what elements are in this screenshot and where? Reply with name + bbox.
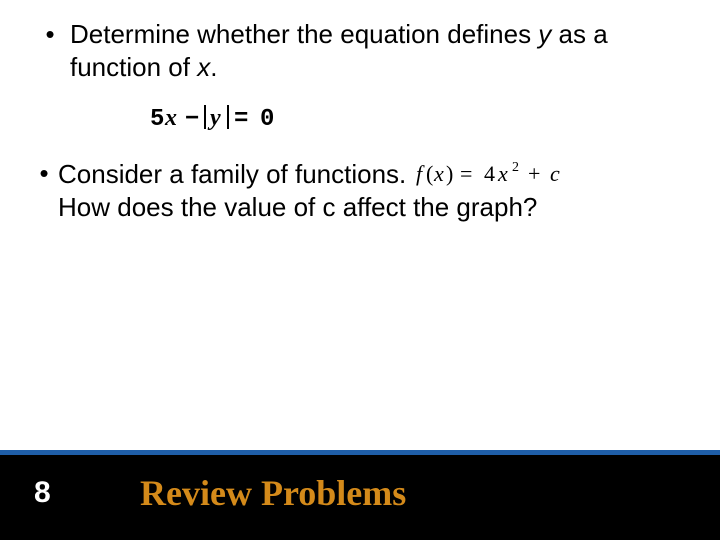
- equation-2-svg: f ( x ) = 4 x 2 + c: [416, 157, 606, 191]
- svg-text:4: 4: [484, 161, 495, 186]
- bullet-1: • Determine whether the equation defines…: [30, 18, 690, 83]
- svg-text:=: =: [234, 106, 248, 133]
- svg-text:c: c: [550, 161, 560, 186]
- bullet-1-mark: •: [30, 18, 70, 83]
- bullet-1-text: Determine whether the equation defines y…: [70, 18, 690, 83]
- page-number: 8: [34, 476, 51, 510]
- bullet-2-body: Consider a family of functions. f ( x ) …: [58, 157, 606, 224]
- bullet-2-line1-text: Consider a family of functions.: [58, 158, 406, 191]
- footer-title: Review Problems: [140, 472, 406, 514]
- bullet-1-post: .: [210, 52, 217, 82]
- svg-text:x: x: [433, 161, 444, 186]
- svg-text:y: y: [207, 105, 221, 131]
- svg-text:(: (: [426, 161, 433, 186]
- svg-text:): ): [446, 161, 453, 186]
- svg-text:x: x: [497, 161, 508, 186]
- bullet-2-line2-pre: How does the value of: [58, 192, 323, 222]
- svg-text:=: =: [460, 161, 472, 186]
- svg-text:−: −: [185, 106, 199, 133]
- equation-1: 5 x − y = 0: [150, 101, 690, 135]
- bullet-2: • Consider a family of functions. f ( x …: [30, 157, 690, 224]
- bullet-2-line1: Consider a family of functions. f ( x ) …: [58, 157, 606, 191]
- bullet-2-line2: How does the value of c affect the graph…: [58, 191, 606, 224]
- svg-text:2: 2: [512, 160, 519, 175]
- svg-text:5: 5: [150, 106, 164, 133]
- slide-footer: 8 Review Problems: [0, 450, 720, 540]
- bullet-2-c: c: [323, 192, 336, 222]
- svg-text:f: f: [416, 161, 425, 186]
- bullet-1-x: x: [197, 52, 210, 82]
- bullet-2-mark: •: [30, 157, 58, 224]
- bullet-2-line2-post: affect the graph?: [336, 192, 538, 222]
- footer-accent-line: [0, 450, 720, 455]
- slide-content: • Determine whether the equation defines…: [0, 0, 720, 228]
- svg-text:0: 0: [260, 106, 274, 133]
- svg-text:+: +: [528, 161, 540, 186]
- equation-1-svg: 5 x − y = 0: [150, 101, 330, 135]
- bullet-1-y: y: [538, 19, 551, 49]
- svg-text:x: x: [164, 105, 177, 131]
- bullet-1-pre: Determine whether the equation defines: [70, 19, 538, 49]
